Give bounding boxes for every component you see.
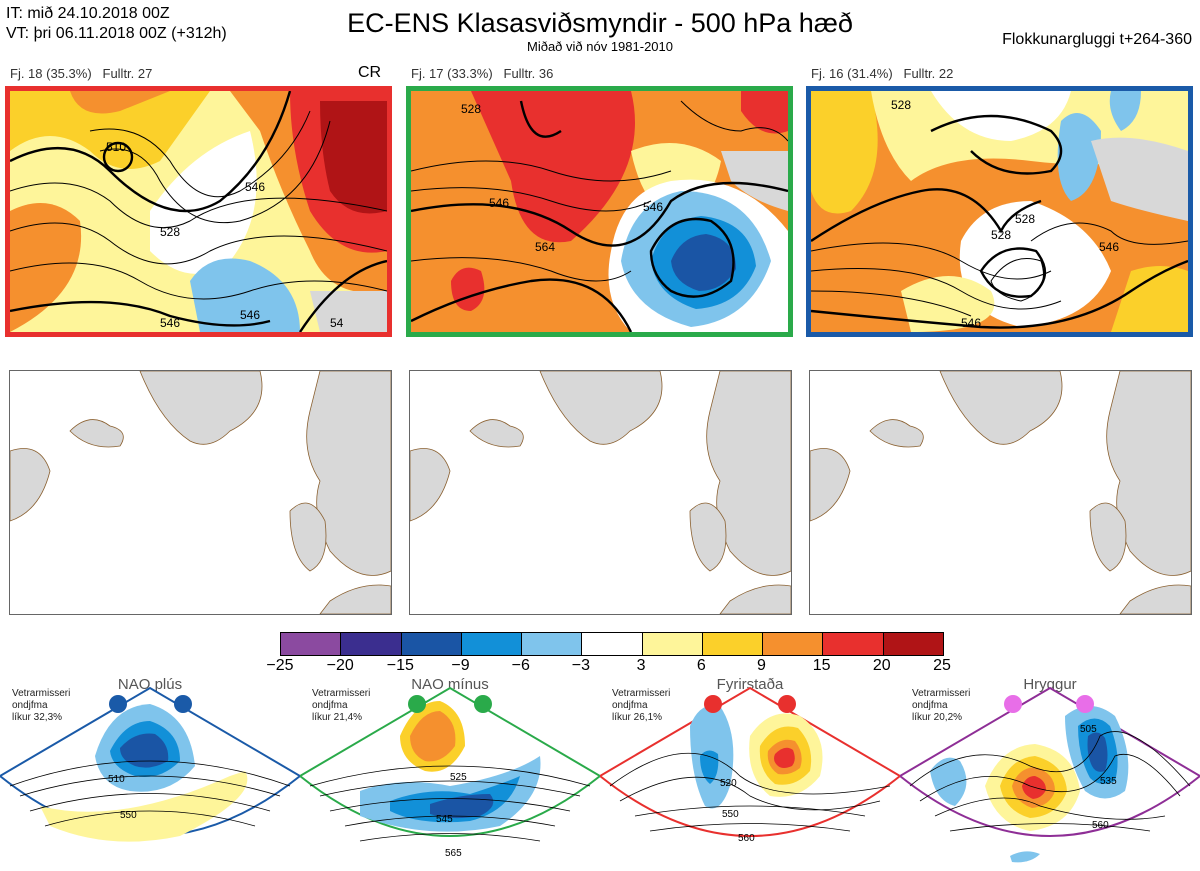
regime-probability: Vetrarmisseri ondjfma líkur 26,1% [612, 688, 671, 723]
contour-label: 546 [245, 180, 265, 194]
colorbar-tick-label: −9 [451, 657, 470, 674]
cluster-1-map: 528 546 546 510 546 54 [5, 86, 392, 337]
contour-label: 564 [535, 240, 555, 254]
regime-nao-plus: NAO plús Vetrarmisseri ondjfma líkur 32,… [0, 676, 300, 871]
cluster-3-label: Fj. 16 (31.4%) Fulltr. 22 [811, 66, 954, 81]
colorbar-tick-label: 6 [696, 657, 706, 674]
contour-label: 528 [891, 98, 911, 112]
valid-time: VT: þri 06.11.2018 00Z (+312h) [6, 25, 227, 42]
contour-label: 546 [489, 196, 509, 210]
base-map-1 [9, 370, 392, 615]
contour-label: 535 [1100, 776, 1117, 787]
contour-label: 550 [722, 809, 739, 820]
contour-label: 528 [160, 225, 180, 239]
contour-label: 520 [720, 778, 737, 789]
colorbar-segment [401, 633, 462, 655]
regime-title: NAO mínus [411, 676, 489, 693]
contour-label: 546 [643, 200, 663, 214]
contour-label: 546 [240, 308, 260, 322]
contour-label: 546 [160, 316, 180, 330]
colorbar-tick-label: 3 [636, 657, 646, 674]
colorbar-tick-label: 9 [757, 657, 766, 674]
contour-label: 528 [991, 228, 1011, 242]
colorbar-segment [341, 633, 402, 655]
colorbar-tick-label: 25 [933, 657, 951, 674]
contour-label: 528 [461, 102, 481, 116]
contour-label: 510 [106, 140, 126, 154]
colorbar-tick-label: −25 [266, 657, 294, 674]
contour-label: 505 [1080, 724, 1097, 735]
regime-probability: Vetrarmisseri ondjfma líkur 21,4% [312, 688, 371, 723]
contour-label: 545 [436, 814, 453, 825]
colorbar-segment [522, 633, 583, 655]
regime-probability: Vetrarmisseri ondjfma líkur 20,2% [912, 688, 971, 723]
contour-label: 546 [961, 316, 981, 330]
colorbar-segment [461, 633, 523, 655]
colorbar-segment [823, 633, 884, 655]
regime-title: Hryggur [1023, 676, 1077, 693]
colorbar-tick-label: −3 [571, 657, 591, 674]
contour-label: 550 [120, 810, 137, 821]
contour-label: 528 [1015, 212, 1035, 226]
colorbar-tick-label: −15 [386, 657, 414, 674]
contour-label: 560 [1092, 820, 1109, 831]
regime-probability: Vetrarmisseri ondjfma líkur 32,3% [12, 688, 71, 723]
colorbar-segment [642, 633, 703, 655]
classification-window: Flokkunargluggi t+264-360 [1002, 31, 1192, 48]
cluster-3-map: 528 528 528 546 546 [806, 86, 1193, 337]
contour-label: 510 [108, 774, 125, 785]
colorbar-tick-label: 20 [872, 657, 891, 674]
contour-label: 525 [450, 772, 467, 783]
colorbar-segment [281, 633, 342, 655]
cluster-1-label: Fj. 18 (35.3%) Fulltr. 27 [10, 66, 153, 81]
base-map-2 [409, 370, 792, 615]
colorbar-segment [582, 633, 643, 655]
page-title: EC-ENS Klasasviðsmyndir - 500 hPa hæð [347, 8, 853, 38]
contour-label: 560 [738, 833, 755, 844]
cluster-2-label: Fj. 17 (33.3%) Fulltr. 36 [411, 66, 554, 81]
base-map-3 [809, 370, 1192, 615]
regime-ridge: Hryggur Vetrarmisseri ondjfma líkur 20,2… [900, 676, 1200, 871]
contour-label: 565 [445, 848, 462, 859]
colorbar [280, 632, 944, 656]
colorbar-segment [883, 633, 943, 655]
colorbar-segment [702, 633, 764, 655]
page-subtitle: Miðað við nóv 1981-2010 [527, 39, 673, 54]
initial-time: IT: mið 24.10.2018 00Z [6, 5, 170, 22]
colorbar-tick-label: 15 [812, 657, 831, 674]
contour-label: 54 [330, 316, 344, 330]
colorbar-tick-label: −20 [326, 657, 354, 674]
colorbar-segment [763, 633, 824, 655]
regime-title: NAO plús [117, 676, 183, 693]
regime-title: Fyrirstaða [716, 676, 784, 693]
regime-blocking: Fyrirstaða Vetrarmisseri ondjfma líkur 2… [600, 676, 900, 871]
colorbar-tick-label: −6 [511, 657, 530, 674]
regime-nao-minus: NAO mínus Vetrarmisseri ondjfma líkur 21… [300, 676, 600, 871]
contour-label: 546 [1099, 240, 1119, 254]
cluster-1-tag: CR [358, 64, 382, 81]
cluster-2-map: 546 546 564 528 [406, 86, 793, 337]
header-info: IT: mið 24.10.2018 00Z VT: þri 06.11.201… [6, 4, 227, 44]
